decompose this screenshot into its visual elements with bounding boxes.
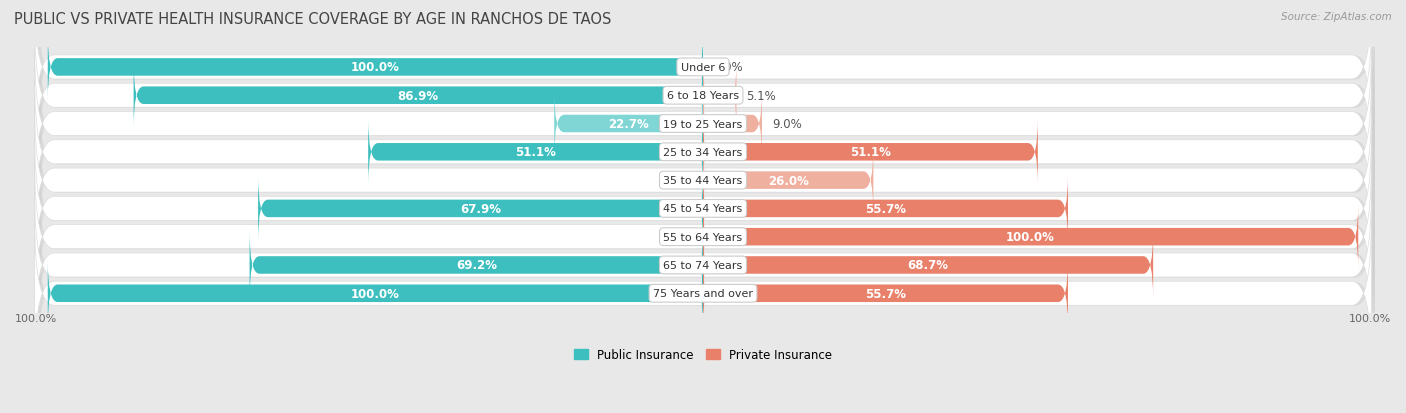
FancyBboxPatch shape [35, 221, 1371, 366]
FancyBboxPatch shape [38, 0, 1375, 141]
FancyBboxPatch shape [38, 24, 1375, 169]
FancyBboxPatch shape [38, 165, 1375, 310]
Legend: Public Insurance, Private Insurance: Public Insurance, Private Insurance [569, 343, 837, 366]
FancyBboxPatch shape [38, 221, 1375, 367]
Text: 0.0%: 0.0% [664, 174, 693, 187]
FancyBboxPatch shape [703, 232, 1153, 299]
Text: 100.0%: 100.0% [1348, 313, 1391, 323]
FancyBboxPatch shape [703, 62, 737, 130]
FancyBboxPatch shape [35, 164, 1371, 310]
Text: PUBLIC VS PRIVATE HEALTH INSURANCE COVERAGE BY AGE IN RANCHOS DE TAOS: PUBLIC VS PRIVATE HEALTH INSURANCE COVER… [14, 12, 612, 27]
FancyBboxPatch shape [48, 260, 703, 327]
FancyBboxPatch shape [703, 204, 1358, 271]
Text: 65 to 74 Years: 65 to 74 Years [664, 260, 742, 271]
FancyBboxPatch shape [35, 136, 1371, 282]
Text: 25 to 34 Years: 25 to 34 Years [664, 147, 742, 157]
FancyBboxPatch shape [35, 23, 1371, 169]
Text: 55 to 64 Years: 55 to 64 Years [664, 232, 742, 242]
Text: 0.0%: 0.0% [713, 61, 742, 74]
FancyBboxPatch shape [35, 108, 1371, 253]
Text: 75 Years and over: 75 Years and over [652, 289, 754, 299]
FancyBboxPatch shape [35, 192, 1371, 338]
Text: 100.0%: 100.0% [15, 313, 58, 323]
Text: 35 to 44 Years: 35 to 44 Years [664, 176, 742, 186]
Text: 0.0%: 0.0% [664, 230, 693, 244]
FancyBboxPatch shape [703, 147, 873, 214]
FancyBboxPatch shape [48, 34, 703, 101]
Text: 6 to 18 Years: 6 to 18 Years [666, 91, 740, 101]
FancyBboxPatch shape [134, 62, 703, 130]
FancyBboxPatch shape [38, 193, 1375, 339]
Text: 9.0%: 9.0% [772, 118, 801, 131]
FancyBboxPatch shape [35, 52, 1371, 197]
FancyBboxPatch shape [703, 119, 1038, 186]
FancyBboxPatch shape [703, 90, 762, 158]
Text: Source: ZipAtlas.com: Source: ZipAtlas.com [1281, 12, 1392, 22]
FancyBboxPatch shape [703, 260, 1069, 327]
Text: 45 to 54 Years: 45 to 54 Years [664, 204, 742, 214]
FancyBboxPatch shape [38, 52, 1375, 197]
FancyBboxPatch shape [554, 90, 703, 158]
FancyBboxPatch shape [38, 109, 1375, 254]
Text: 67.9%: 67.9% [460, 202, 501, 215]
FancyBboxPatch shape [250, 232, 703, 299]
Text: 100.0%: 100.0% [352, 61, 399, 74]
Text: 51.1%: 51.1% [515, 146, 555, 159]
Text: 86.9%: 86.9% [398, 90, 439, 102]
FancyBboxPatch shape [38, 137, 1375, 282]
FancyBboxPatch shape [703, 175, 1069, 242]
FancyBboxPatch shape [368, 119, 703, 186]
Text: 26.0%: 26.0% [768, 174, 808, 187]
FancyBboxPatch shape [38, 80, 1375, 225]
Text: 55.7%: 55.7% [865, 287, 905, 300]
FancyBboxPatch shape [259, 175, 703, 242]
Text: 22.7%: 22.7% [609, 118, 650, 131]
Text: 55.7%: 55.7% [865, 202, 905, 215]
FancyBboxPatch shape [35, 0, 1371, 140]
Text: 5.1%: 5.1% [747, 90, 776, 102]
FancyBboxPatch shape [35, 80, 1371, 225]
Text: 51.1%: 51.1% [851, 146, 891, 159]
Text: Under 6: Under 6 [681, 63, 725, 73]
Text: 68.7%: 68.7% [908, 259, 949, 272]
Text: 19 to 25 Years: 19 to 25 Years [664, 119, 742, 129]
Text: 100.0%: 100.0% [1007, 230, 1054, 244]
Text: 69.2%: 69.2% [456, 259, 496, 272]
Text: 100.0%: 100.0% [352, 287, 399, 300]
